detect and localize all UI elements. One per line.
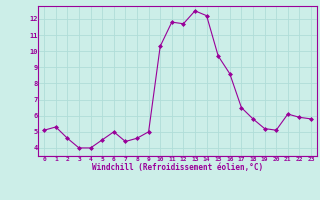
X-axis label: Windchill (Refroidissement éolien,°C): Windchill (Refroidissement éolien,°C) <box>92 163 263 172</box>
